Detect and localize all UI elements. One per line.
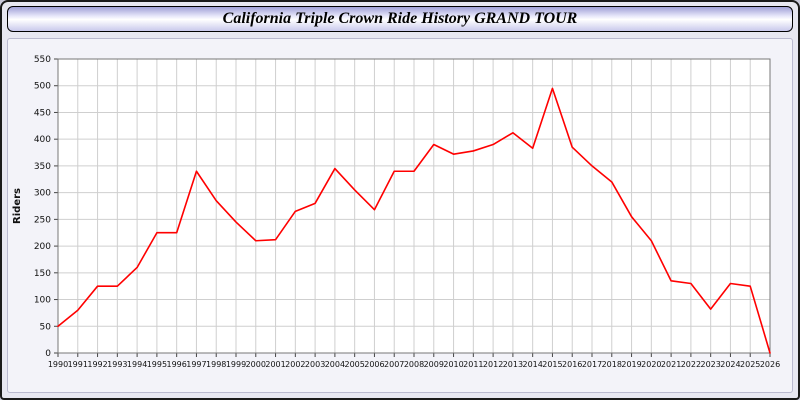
svg-text:2019: 2019 <box>621 360 641 369</box>
svg-text:2004: 2004 <box>325 360 345 369</box>
svg-text:2017: 2017 <box>582 360 602 369</box>
svg-text:2010: 2010 <box>443 360 463 369</box>
svg-text:1998: 1998 <box>206 360 226 369</box>
svg-text:550: 550 <box>34 55 51 65</box>
svg-text:2002: 2002 <box>285 360 305 369</box>
svg-text:500: 500 <box>34 82 51 92</box>
svg-text:1994: 1994 <box>127 360 147 369</box>
svg-text:2005: 2005 <box>344 360 364 369</box>
chart-panel: 0 50 100 150 200 250 300 350 400 450 500 550 1990 199… <box>7 38 793 393</box>
svg-text:100: 100 <box>34 296 51 306</box>
svg-text:300: 300 <box>34 189 51 199</box>
svg-text:250: 250 <box>34 215 51 225</box>
svg-text:350: 350 <box>34 162 51 172</box>
svg-text:2020: 2020 <box>641 360 661 369</box>
svg-text:2003: 2003 <box>305 360 325 369</box>
svg-text:2012: 2012 <box>483 360 503 369</box>
svg-text:Riders: Riders <box>12 188 23 224</box>
svg-text:1997: 1997 <box>186 360 206 369</box>
svg-text:2009: 2009 <box>424 360 444 369</box>
svg-text:2024: 2024 <box>720 360 740 369</box>
svg-text:2015: 2015 <box>542 360 562 369</box>
svg-text:400: 400 <box>34 135 51 145</box>
svg-text:2014: 2014 <box>522 360 542 369</box>
svg-text:450: 450 <box>34 108 51 118</box>
svg-text:0: 0 <box>45 349 51 359</box>
svg-text:1990: 1990 <box>48 360 68 369</box>
svg-text:2008: 2008 <box>404 360 424 369</box>
svg-text:2025: 2025 <box>740 360 760 369</box>
svg-text:2006: 2006 <box>364 360 384 369</box>
svg-text:2022: 2022 <box>681 360 701 369</box>
svg-text:2000: 2000 <box>246 360 266 369</box>
svg-text:2007: 2007 <box>384 360 404 369</box>
svg-text:2021: 2021 <box>661 360 681 369</box>
chart-title: California Triple Crown Ride History GRA… <box>222 10 578 27</box>
chart-title-bar: California Triple Crown Ride History GRA… <box>7 6 793 32</box>
svg-text:2023: 2023 <box>700 360 720 369</box>
svg-text:2026: 2026 <box>760 360 780 369</box>
svg-text:2013: 2013 <box>503 360 523 369</box>
svg-text:2018: 2018 <box>602 360 622 369</box>
svg-text:2011: 2011 <box>463 360 483 369</box>
svg-text:2001: 2001 <box>265 360 285 369</box>
svg-text:1991: 1991 <box>68 360 88 369</box>
svg-text:1992: 1992 <box>87 360 107 369</box>
svg-text:200: 200 <box>34 242 51 252</box>
svg-text:2016: 2016 <box>562 360 582 369</box>
svg-text:1999: 1999 <box>226 360 246 369</box>
svg-text:1996: 1996 <box>166 360 186 369</box>
svg-text:150: 150 <box>34 269 51 279</box>
svg-text:1995: 1995 <box>147 360 167 369</box>
svg-text:1993: 1993 <box>107 360 127 369</box>
svg-text:50: 50 <box>40 322 52 332</box>
